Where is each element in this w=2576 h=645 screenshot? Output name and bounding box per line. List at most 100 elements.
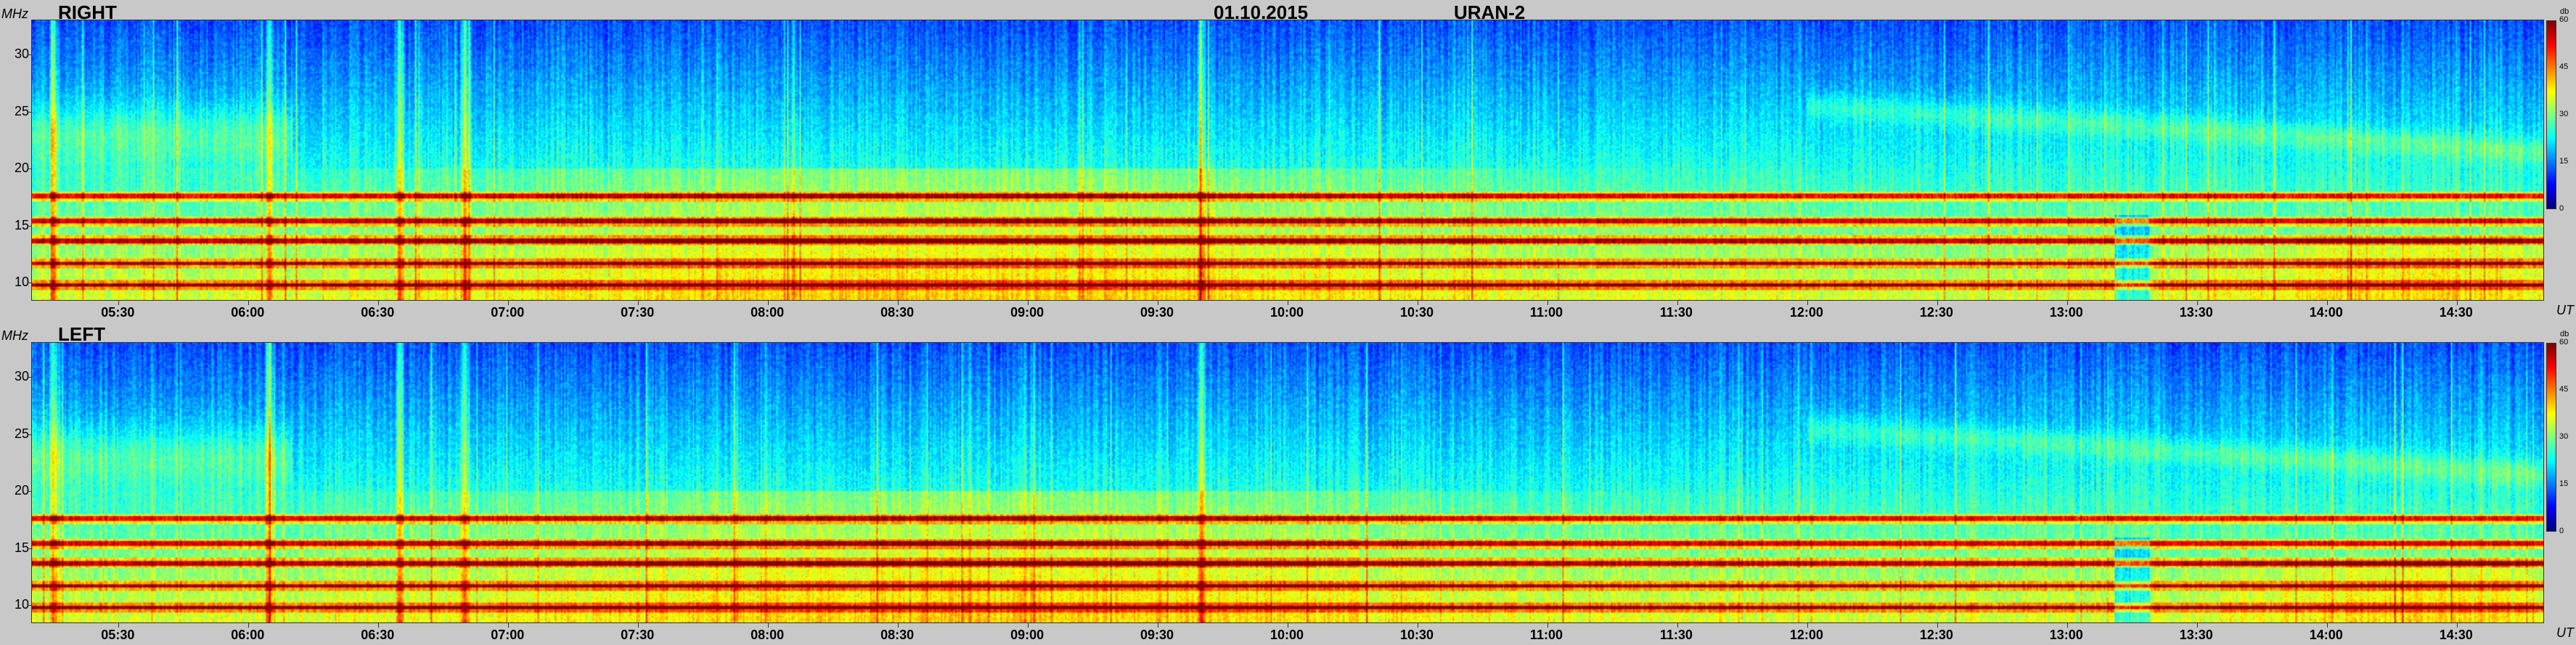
- x-tick-mark: [1807, 300, 1808, 305]
- y-tick-mark: [28, 54, 32, 56]
- y-tick-label: 30: [14, 369, 29, 384]
- panel-label-left: LEFT: [58, 323, 105, 345]
- x-tick-label: 13:00: [2049, 305, 2083, 320]
- y-tick-label: 15: [14, 540, 29, 555]
- y-tick-mark: [28, 491, 32, 492]
- frequency-unit-label-bottom: MHz: [1, 328, 28, 343]
- x-tick-mark: [898, 622, 899, 628]
- x-tick-mark: [118, 300, 120, 305]
- x-tick-mark: [2456, 300, 2458, 305]
- x-tick-label: 09:30: [1140, 628, 1174, 642]
- x-tick-label: 11:00: [1529, 305, 1563, 320]
- x-tick-mark: [2326, 622, 2328, 628]
- x-tick-mark: [1937, 622, 1938, 628]
- x-tick-label: 08:30: [880, 628, 915, 642]
- x-tick-mark: [1547, 300, 1548, 305]
- colorbar-tick-label: 30: [2559, 110, 2569, 118]
- x-tick-label: 10:30: [1399, 628, 1434, 642]
- x-tick-label: 11:30: [1659, 628, 1693, 642]
- x-tick-mark: [1937, 300, 1938, 305]
- spectrogram-left: [32, 343, 2543, 622]
- x-tick-label: 11:00: [1529, 628, 1563, 642]
- x-tick-label: 07:00: [491, 305, 525, 320]
- y-tick-label: 25: [14, 426, 29, 441]
- x-tick-label: 06:00: [231, 305, 265, 320]
- x-tick-mark: [768, 622, 769, 628]
- x-tick-label: 07:30: [621, 628, 655, 642]
- y-tick-mark: [28, 548, 32, 549]
- x-tick-mark: [118, 622, 120, 628]
- colorbar-unit-label-top: db: [2560, 7, 2569, 16]
- x-tick-label: 07:30: [621, 305, 655, 320]
- x-tick-label: 08:00: [751, 628, 785, 642]
- x-tick-label: 12:00: [1789, 628, 1823, 642]
- x-tick-label: 14:30: [2439, 628, 2473, 642]
- x-tick-mark: [2196, 300, 2198, 305]
- spectrogram-right: [32, 20, 2543, 300]
- y-tick-mark: [28, 434, 32, 435]
- x-tick-label: 10:00: [1270, 305, 1304, 320]
- x-tick-mark: [378, 622, 380, 628]
- y-tick-mark: [28, 377, 32, 378]
- x-tick-label: 08:30: [880, 305, 915, 320]
- x-tick-label: 09:00: [1010, 305, 1044, 320]
- x-tick-label: 14:00: [2309, 628, 2343, 642]
- y-tick-label: 10: [14, 597, 29, 612]
- x-tick-label: 06:30: [361, 305, 395, 320]
- x-tick-mark: [1028, 300, 1029, 305]
- x-tick-label: 10:30: [1399, 305, 1434, 320]
- x-tick-label: 11:30: [1659, 305, 1693, 320]
- x-tick-mark: [638, 300, 639, 305]
- x-tick-label: 05:30: [101, 628, 135, 642]
- frequency-unit-label-top: MHz: [1, 7, 28, 21]
- colorbar-tick-label: 15: [2559, 479, 2569, 488]
- x-tick-mark: [248, 622, 250, 628]
- y-tick-mark: [28, 605, 32, 607]
- y-tick-mark: [28, 225, 32, 227]
- x-tick-mark: [508, 300, 510, 305]
- colorbar-unit-label-bottom: db: [2560, 330, 2569, 338]
- x-tick-label: 13:30: [2179, 628, 2213, 642]
- x-tick-label: 07:00: [491, 628, 525, 642]
- colorbar-tick-label: 60: [2559, 15, 2569, 24]
- x-tick-mark: [1677, 622, 1678, 628]
- x-tick-mark: [2066, 300, 2068, 305]
- x-tick-mark: [1807, 622, 1808, 628]
- x-tick-label: 12:30: [1919, 628, 1953, 642]
- x-tick-label: 10:00: [1270, 628, 1304, 642]
- x-tick-label: 09:00: [1010, 628, 1044, 642]
- x-tick-label: 05:30: [101, 305, 135, 320]
- x-tick-mark: [1677, 300, 1678, 305]
- colorbar-tick-label: 15: [2559, 157, 2569, 166]
- x-tick-mark: [2326, 300, 2328, 305]
- time-unit-label-top: UT: [2556, 303, 2574, 317]
- colorbar-tick-label: 30: [2559, 432, 2569, 441]
- x-tick-label: 13:00: [2049, 628, 2083, 642]
- x-tick-label: 12:00: [1789, 305, 1823, 320]
- x-tick-mark: [2456, 622, 2458, 628]
- x-tick-label: 13:30: [2179, 305, 2213, 320]
- colorbar-tick-label: 45: [2559, 385, 2569, 394]
- colorbar-tick-label: 60: [2559, 338, 2569, 346]
- x-tick-mark: [768, 300, 769, 305]
- x-tick-mark: [1028, 622, 1029, 628]
- x-tick-label: 06:30: [361, 628, 395, 642]
- x-tick-mark: [248, 300, 250, 305]
- x-tick-mark: [378, 300, 380, 305]
- x-tick-label: 09:30: [1140, 305, 1174, 320]
- x-tick-label: 06:00: [231, 628, 265, 642]
- x-tick-mark: [2196, 622, 2198, 628]
- x-tick-mark: [898, 300, 899, 305]
- colorbar-tick-label: 0: [2559, 527, 2564, 535]
- x-tick-mark: [638, 622, 639, 628]
- y-tick-label: 25: [14, 103, 29, 118]
- x-tick-label: 12:30: [1919, 305, 1953, 320]
- y-tick-label: 20: [14, 483, 29, 498]
- colorbar-tick-label: 0: [2559, 204, 2564, 213]
- colorbar-right: [2546, 20, 2556, 209]
- x-tick-mark: [2066, 622, 2068, 628]
- y-tick-label: 20: [14, 161, 29, 176]
- x-tick-label: 08:00: [751, 305, 785, 320]
- colorbar-tick-label: 45: [2559, 62, 2569, 71]
- x-tick-mark: [1547, 622, 1548, 628]
